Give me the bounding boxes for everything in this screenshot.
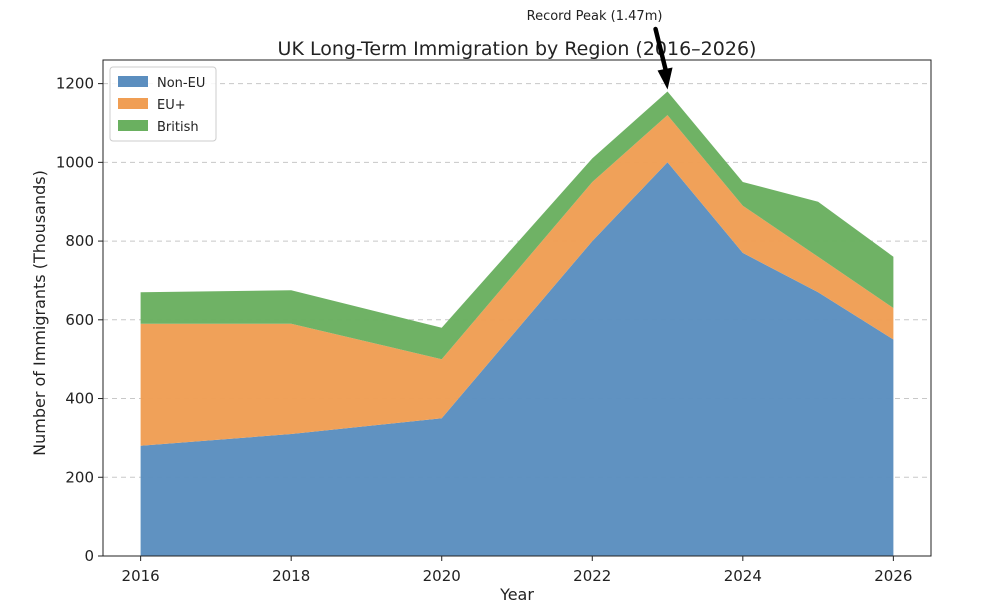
area-non-eu [140,162,894,557]
legend-swatch-british [118,120,148,131]
x-tick-label-2024: 2024 [724,567,762,585]
y-tick-label-600: 600 [65,311,94,329]
x-tick-label-2020: 2020 [423,567,461,585]
legend-swatch-eu [118,98,148,109]
x-tick-label-2022: 2022 [573,567,611,585]
area-british [140,91,894,360]
y-tick-label-400: 400 [65,390,94,408]
annotation-text: Record Peak (1.47m) [527,9,663,24]
legend-label-british: British [157,120,199,135]
x-axis-label: Year [499,585,534,600]
annotation-arrow-head [657,67,673,90]
legend-label-eu: EU+ [157,98,186,113]
y-tick-label-0: 0 [84,547,94,565]
legend: Non-EU EU+ British [109,66,217,142]
y-axis-label: Number of Immigrants (Thousands) [30,170,49,456]
legend-label-non-eu: Non-EU [157,76,205,91]
chart-title: UK Long-Term Immigration by Region (2016… [278,38,757,60]
y-tick-label-1200: 1200 [56,75,94,93]
annotation-arrow-shaft [653,26,669,76]
y-tick-label-200: 200 [65,468,94,486]
area-eu [140,115,894,446]
x-tick-label-2016: 2016 [122,567,160,585]
x-tick-label-2018: 2018 [272,567,310,585]
y-tick-label-800: 800 [65,232,94,250]
x-tick-label-2026: 2026 [874,567,912,585]
legend-swatch-non-eu [118,76,148,87]
y-tick-label-1000: 1000 [56,153,94,171]
plot-frame [102,59,932,557]
